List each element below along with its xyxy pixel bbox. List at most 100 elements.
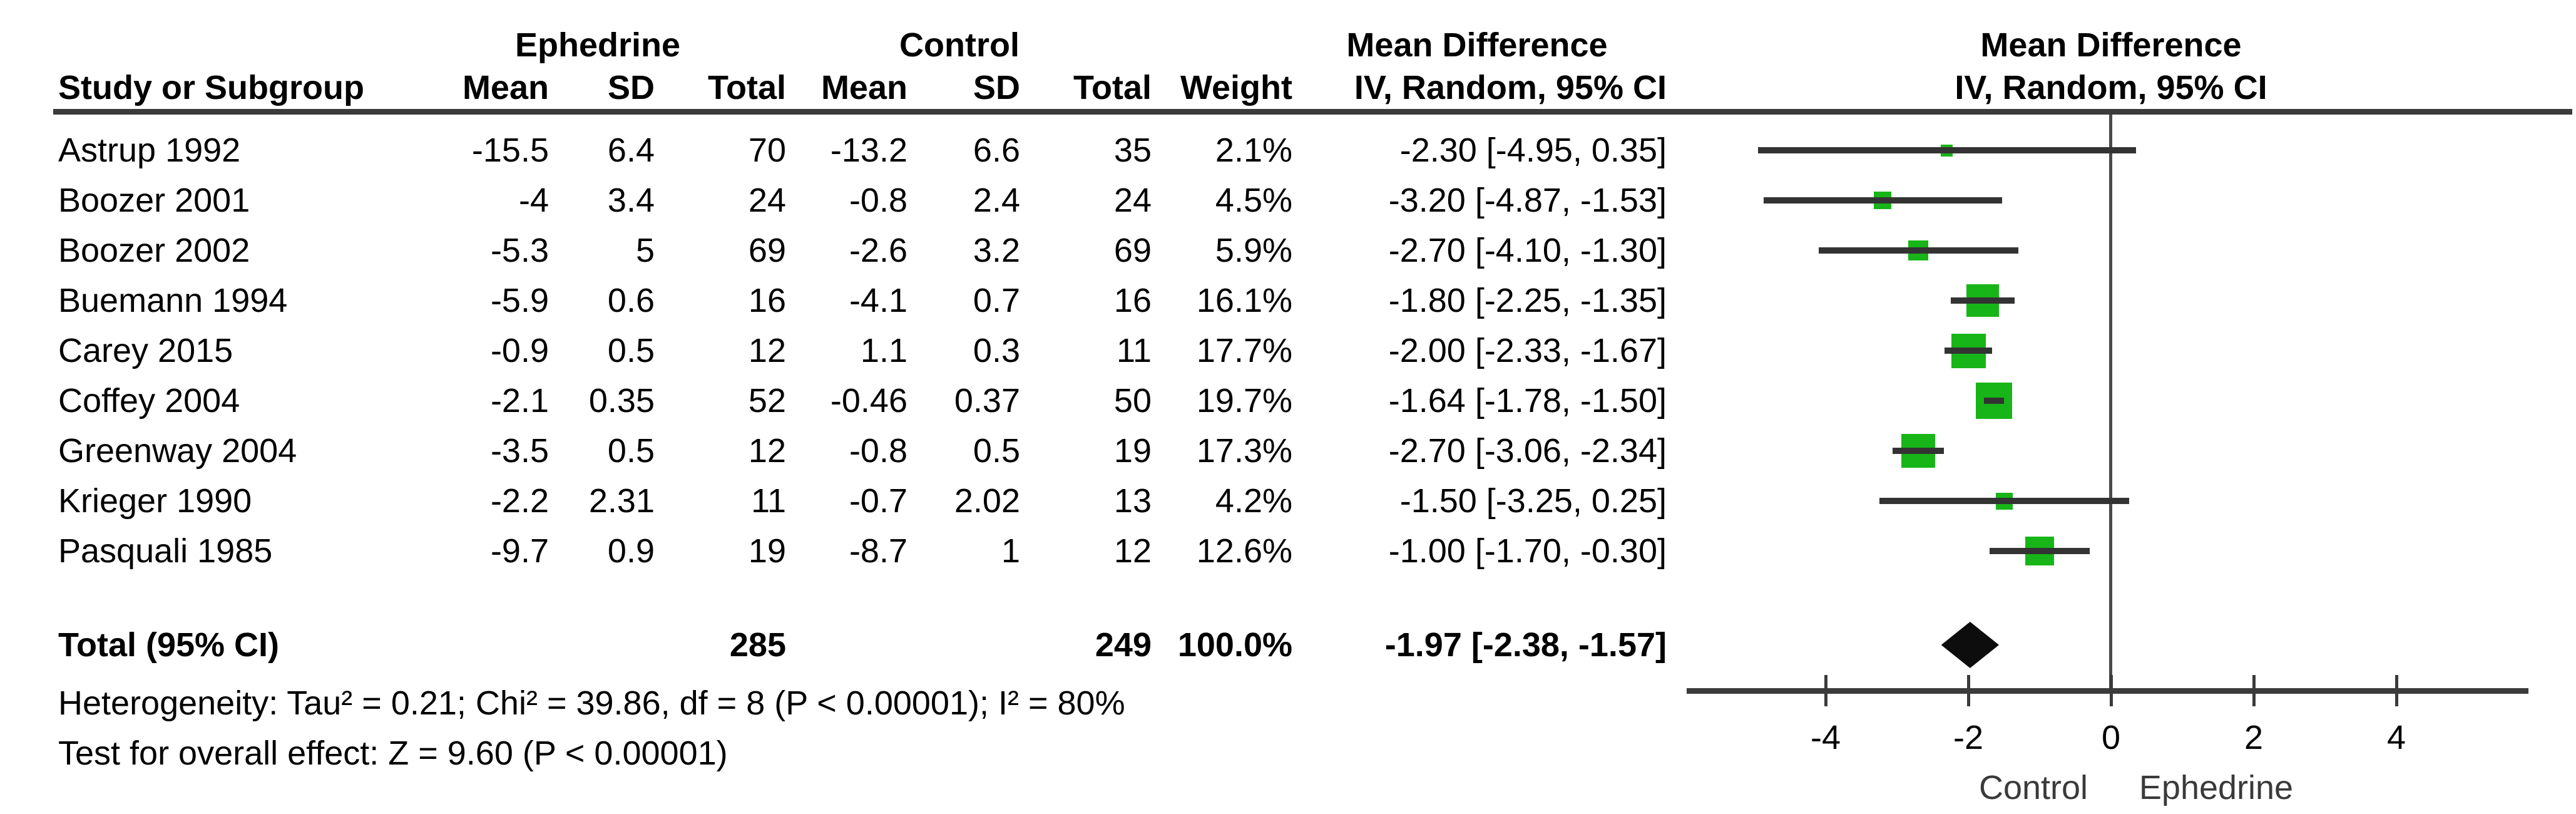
eph-sd-value: 0.9 xyxy=(607,532,655,570)
eph-total-value: 11 xyxy=(750,482,786,520)
study-name: Coffey 2004 xyxy=(58,382,240,420)
control-group-header: Control xyxy=(899,26,1020,64)
weight-value: 17.3% xyxy=(1196,432,1292,470)
weight-value: 5.9% xyxy=(1215,232,1292,269)
axis-tick-label: 2 xyxy=(2244,719,2264,756)
axis-tick xyxy=(1967,675,1970,706)
eph-sd-value: 2.31 xyxy=(588,482,655,520)
eph-total-value: 69 xyxy=(748,232,786,269)
ctl-total-value: 19 xyxy=(1113,432,1152,470)
weight-value: 4.2% xyxy=(1215,482,1292,520)
weight-value: 4.5% xyxy=(1215,182,1292,219)
ci-line xyxy=(1763,197,2002,204)
weight-value: 19.7% xyxy=(1196,382,1292,420)
zero-line xyxy=(2109,115,2112,691)
weight-value: 16.1% xyxy=(1196,282,1292,319)
eph-total-value: 19 xyxy=(748,532,786,570)
ci-text-value: -2.00 [-2.33, -1.67] xyxy=(1388,332,1667,369)
axis-tick xyxy=(2395,675,2398,706)
eph-mean-col-header: Mean xyxy=(462,69,549,106)
ctl-total-value: 16 xyxy=(1113,282,1152,319)
ci-line xyxy=(1757,147,2136,153)
header-underline xyxy=(53,109,2572,115)
study-name: Boozer 2001 xyxy=(58,182,250,219)
eph-sd-value: 0.35 xyxy=(588,382,655,420)
ctl-total-value: 13 xyxy=(1113,482,1152,520)
study-col-header: Study or Subgroup xyxy=(58,69,364,106)
ctl-total-value: 11 xyxy=(1116,332,1152,369)
ci-text-value: -2.70 [-4.10, -1.30] xyxy=(1388,232,1667,269)
axis-tick-label: 4 xyxy=(2386,719,2406,756)
eph-total-value: 16 xyxy=(748,282,786,319)
eph-sd-value: 0.5 xyxy=(607,432,655,470)
axis-left-label: Control xyxy=(1978,769,2088,806)
eph-total-value: 24 xyxy=(748,182,786,219)
ci-col-header: IV, Random, 95% CI xyxy=(1354,69,1667,106)
ctl-mean-value: -0.8 xyxy=(849,432,907,470)
ci-line xyxy=(1818,247,2018,254)
study-name: Carey 2015 xyxy=(58,332,233,369)
eph-sd-value: 6.4 xyxy=(607,131,655,169)
eph-total-value: 12 xyxy=(748,332,786,369)
ci-text-value: -2.70 [-3.06, -2.34] xyxy=(1388,432,1667,470)
ci-line xyxy=(1945,348,1992,354)
eph-mean-value: -0.9 xyxy=(490,332,549,369)
eph-mean-value: -2.1 xyxy=(490,382,549,420)
ctl-sd-value: 1 xyxy=(1001,532,1020,570)
ci-line xyxy=(1893,448,1945,454)
weight-value: 12.6% xyxy=(1196,532,1292,570)
study-name: Buemann 1994 xyxy=(58,282,288,319)
eph-total-value: 52 xyxy=(748,382,786,420)
eph-mean-value: -15.5 xyxy=(471,131,549,169)
total-exp-n: 285 xyxy=(729,626,786,664)
ci-line xyxy=(1990,548,2090,554)
total-weight: 100.0% xyxy=(1177,626,1292,664)
ctl-mean-value: -0.46 xyxy=(830,382,907,420)
axis-tick-label: -2 xyxy=(1953,719,1984,756)
weight-value: 17.7% xyxy=(1196,332,1292,369)
axis-tick xyxy=(2252,675,2256,706)
x-axis-line xyxy=(1687,688,2528,694)
axis-tick xyxy=(2110,675,2113,706)
ctl-mean-value: -2.6 xyxy=(849,232,907,269)
ctl-sd-value: 2.02 xyxy=(954,482,1020,520)
ephedrine-group-header: Ephedrine xyxy=(514,26,681,64)
axis-tick-label: -4 xyxy=(1810,719,1841,756)
eph-mean-value: -5.3 xyxy=(490,232,549,269)
eph-sd-value: 0.5 xyxy=(607,332,655,369)
ctl-mean-col-header: Mean xyxy=(820,69,907,106)
eph-sd-col-header: SD xyxy=(607,69,655,106)
axis-right-label: Ephedrine xyxy=(2139,769,2294,806)
ctl-total-value: 50 xyxy=(1113,382,1152,420)
eph-total-value: 70 xyxy=(748,131,786,169)
ctl-mean-value: -0.8 xyxy=(849,182,907,219)
plot-method-header: IV, Random, 95% CI xyxy=(1955,69,2267,106)
eph-total-col-header: Total xyxy=(708,69,786,106)
ctl-mean-value: -0.7 xyxy=(849,482,907,520)
study-name: Astrup 1992 xyxy=(58,131,241,169)
total-diamond xyxy=(1941,622,1999,668)
eph-mean-value: -3.5 xyxy=(490,432,549,470)
ctl-sd-value: 6.6 xyxy=(973,131,1020,169)
eph-mean-value: -4 xyxy=(518,182,549,219)
ci-text-value: -2.30 [-4.95, 0.35] xyxy=(1399,131,1667,169)
eph-mean-value: -9.7 xyxy=(490,532,549,570)
ctl-sd-value: 0.3 xyxy=(973,332,1020,369)
ctl-sd-value: 0.37 xyxy=(954,382,1020,420)
eph-sd-value: 0.6 xyxy=(607,282,655,319)
study-name: Pasquali 1985 xyxy=(58,532,273,570)
total-ctl-n: 249 xyxy=(1095,626,1152,664)
ctl-mean-value: -8.7 xyxy=(849,532,907,570)
ctl-total-value: 69 xyxy=(1113,232,1152,269)
study-name: Krieger 1990 xyxy=(58,482,252,520)
total-ci-text: -1.97 [-2.38, -1.57] xyxy=(1384,626,1667,664)
ctl-total-value: 35 xyxy=(1113,131,1152,169)
ci-text-value: -3.20 [-4.87, -1.53] xyxy=(1388,182,1667,219)
ctl-sd-value: 2.4 xyxy=(973,182,1020,219)
study-name: Boozer 2002 xyxy=(58,232,250,269)
ctl-total-value: 12 xyxy=(1113,532,1152,570)
weight-value: 2.1% xyxy=(1215,131,1292,169)
study-name: Greenway 2004 xyxy=(58,432,297,470)
ctl-total-col-header: Total xyxy=(1073,69,1152,106)
